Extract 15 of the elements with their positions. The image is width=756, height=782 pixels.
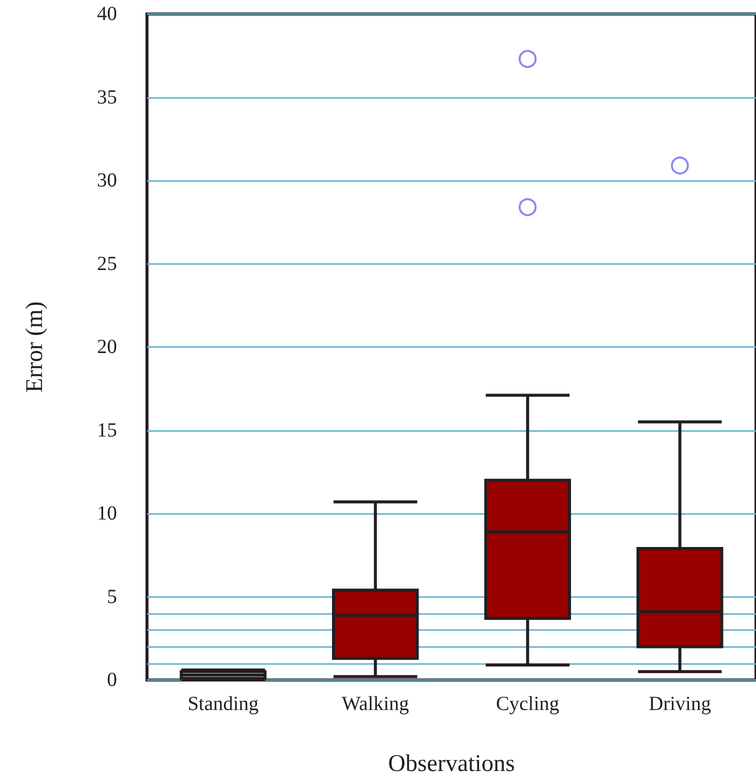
x-tick-label: Driving — [648, 693, 711, 715]
y-tick-label: 40 — [97, 3, 117, 25]
y-tick-label: 10 — [97, 502, 117, 524]
x-axis-title: Observations — [388, 751, 515, 777]
y-axis-title: Error (m) — [22, 301, 48, 393]
y-tick-label: 20 — [97, 336, 117, 358]
x-tick-label: Cycling — [496, 693, 560, 715]
y-tick-label: 5 — [107, 586, 117, 608]
x-tick-label: Walking — [342, 693, 410, 715]
y-tick-label: 15 — [97, 419, 117, 442]
x-tick-label: Standing — [188, 693, 259, 715]
y-tick-label: 30 — [97, 170, 117, 192]
y-tick-label: 35 — [97, 86, 117, 108]
y-tick-label: 25 — [97, 252, 117, 275]
y-tick-label: 0 — [107, 669, 117, 691]
